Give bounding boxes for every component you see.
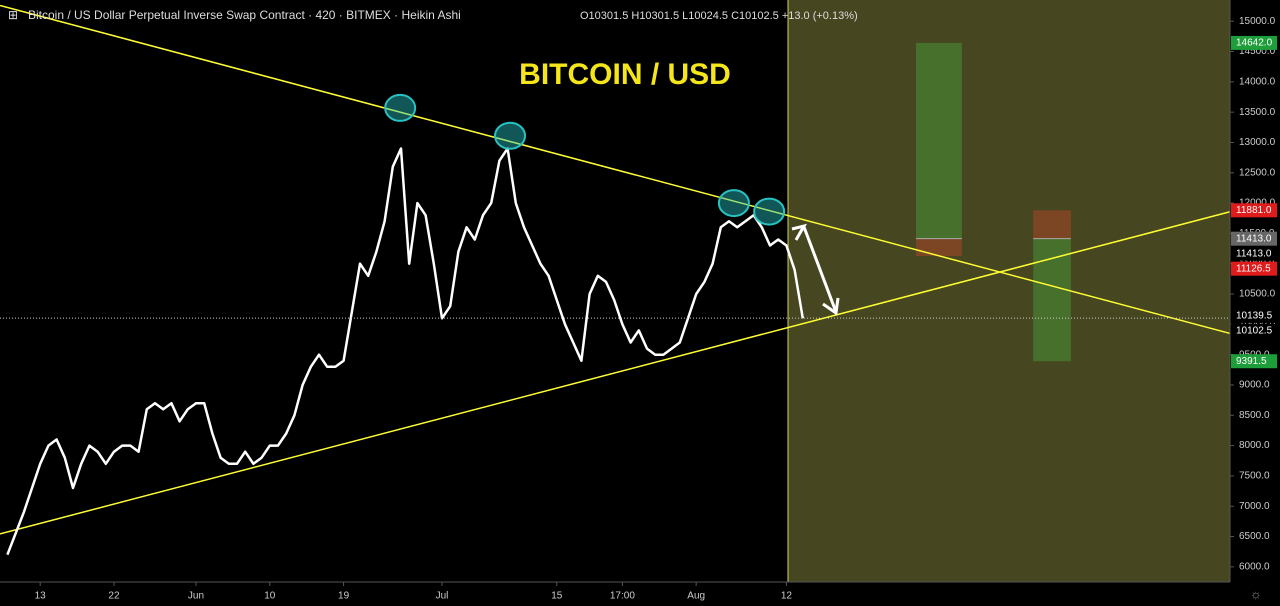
- price-label-box: [1231, 354, 1277, 369]
- y-tick-label: 10500.0: [1239, 289, 1276, 300]
- price-label-box: [1231, 323, 1277, 338]
- x-tick-label: Jun: [188, 591, 204, 602]
- peak-highlight: [384, 93, 417, 122]
- price-label: 9391.5: [1236, 356, 1267, 367]
- ohlc: O10301.5 H10301.5 L10024.5 C10102.5 +13.…: [580, 10, 858, 22]
- y-tick-label: 6000.0: [1239, 561, 1270, 572]
- plot-area: [0, 0, 1231, 582]
- x-tick-label: Jul: [436, 591, 449, 602]
- y-tick-label: 14000.0: [1239, 76, 1276, 87]
- y-tick-label: 13000.0: [1239, 137, 1276, 148]
- price-label: 14642.0: [1236, 38, 1273, 49]
- y-tick-label: 12500.0: [1239, 167, 1276, 178]
- price-label: 10102.5: [1236, 326, 1273, 337]
- trendline: [0, 4, 1231, 335]
- price-label: 11881.0: [1236, 205, 1272, 216]
- y-tick-label: 6500.0: [1239, 531, 1270, 542]
- price-label-box: [1231, 35, 1277, 50]
- target-zone: [1033, 238, 1071, 362]
- y-tick-label: 7500.0: [1239, 471, 1270, 482]
- price-label: 11413.0: [1236, 233, 1272, 244]
- stop-zone: [915, 238, 962, 257]
- future-zone: [788, 0, 1230, 582]
- x-tick-label: 10: [264, 591, 276, 602]
- y-tick-label: 9000.0: [1239, 380, 1270, 391]
- y-tick-label: 14500.0: [1239, 46, 1276, 57]
- price-label-box: [1231, 308, 1277, 323]
- x-tick-label: 17:00: [610, 591, 635, 602]
- stop-zone: [1033, 210, 1071, 239]
- arrow: [802, 226, 838, 313]
- x-tick-label: 15: [551, 591, 563, 602]
- y-tick-label: 8000.0: [1239, 440, 1270, 451]
- peak-highlight: [753, 197, 786, 226]
- price-label: 10139.5: [1236, 311, 1273, 322]
- y-tick-label: 13500.0: [1239, 107, 1276, 118]
- target-zone: [915, 42, 962, 239]
- price-label-box: [1231, 231, 1277, 246]
- y-tick-label: 8500.0: [1239, 410, 1270, 421]
- annotation: BITCOIN / USD: [519, 58, 731, 91]
- arrow-head-up: [791, 223, 808, 241]
- peak-highlight: [494, 121, 527, 150]
- x-tick-label: 19: [338, 591, 350, 602]
- peak-highlight: [717, 189, 750, 218]
- y-tick-label: 12000.0: [1239, 198, 1276, 209]
- y-tick-label: 7000.0: [1239, 501, 1270, 512]
- price-label-box: [1231, 246, 1277, 261]
- symbol-title: Bitcoin / US Dollar Perpetual Inverse Sw…: [28, 8, 461, 22]
- price-line: [6, 147, 805, 556]
- expand-icon[interactable]: ⊞: [8, 8, 18, 22]
- price-label-box: [1231, 261, 1277, 276]
- price-label: 11126.5: [1236, 263, 1271, 274]
- y-tick-label: 15000.0: [1239, 16, 1276, 27]
- trendline: [0, 211, 1231, 535]
- x-tick-label: 22: [108, 591, 120, 602]
- price-label: 11413.0: [1236, 248, 1272, 259]
- x-tick-label: 12: [781, 591, 793, 602]
- settings-icon[interactable]: ☼: [1250, 586, 1262, 601]
- x-tick-label: 13: [35, 591, 47, 602]
- arrow-head-down: [822, 297, 840, 316]
- price-label-box: [1231, 203, 1277, 218]
- x-tick-label: Aug: [687, 591, 705, 602]
